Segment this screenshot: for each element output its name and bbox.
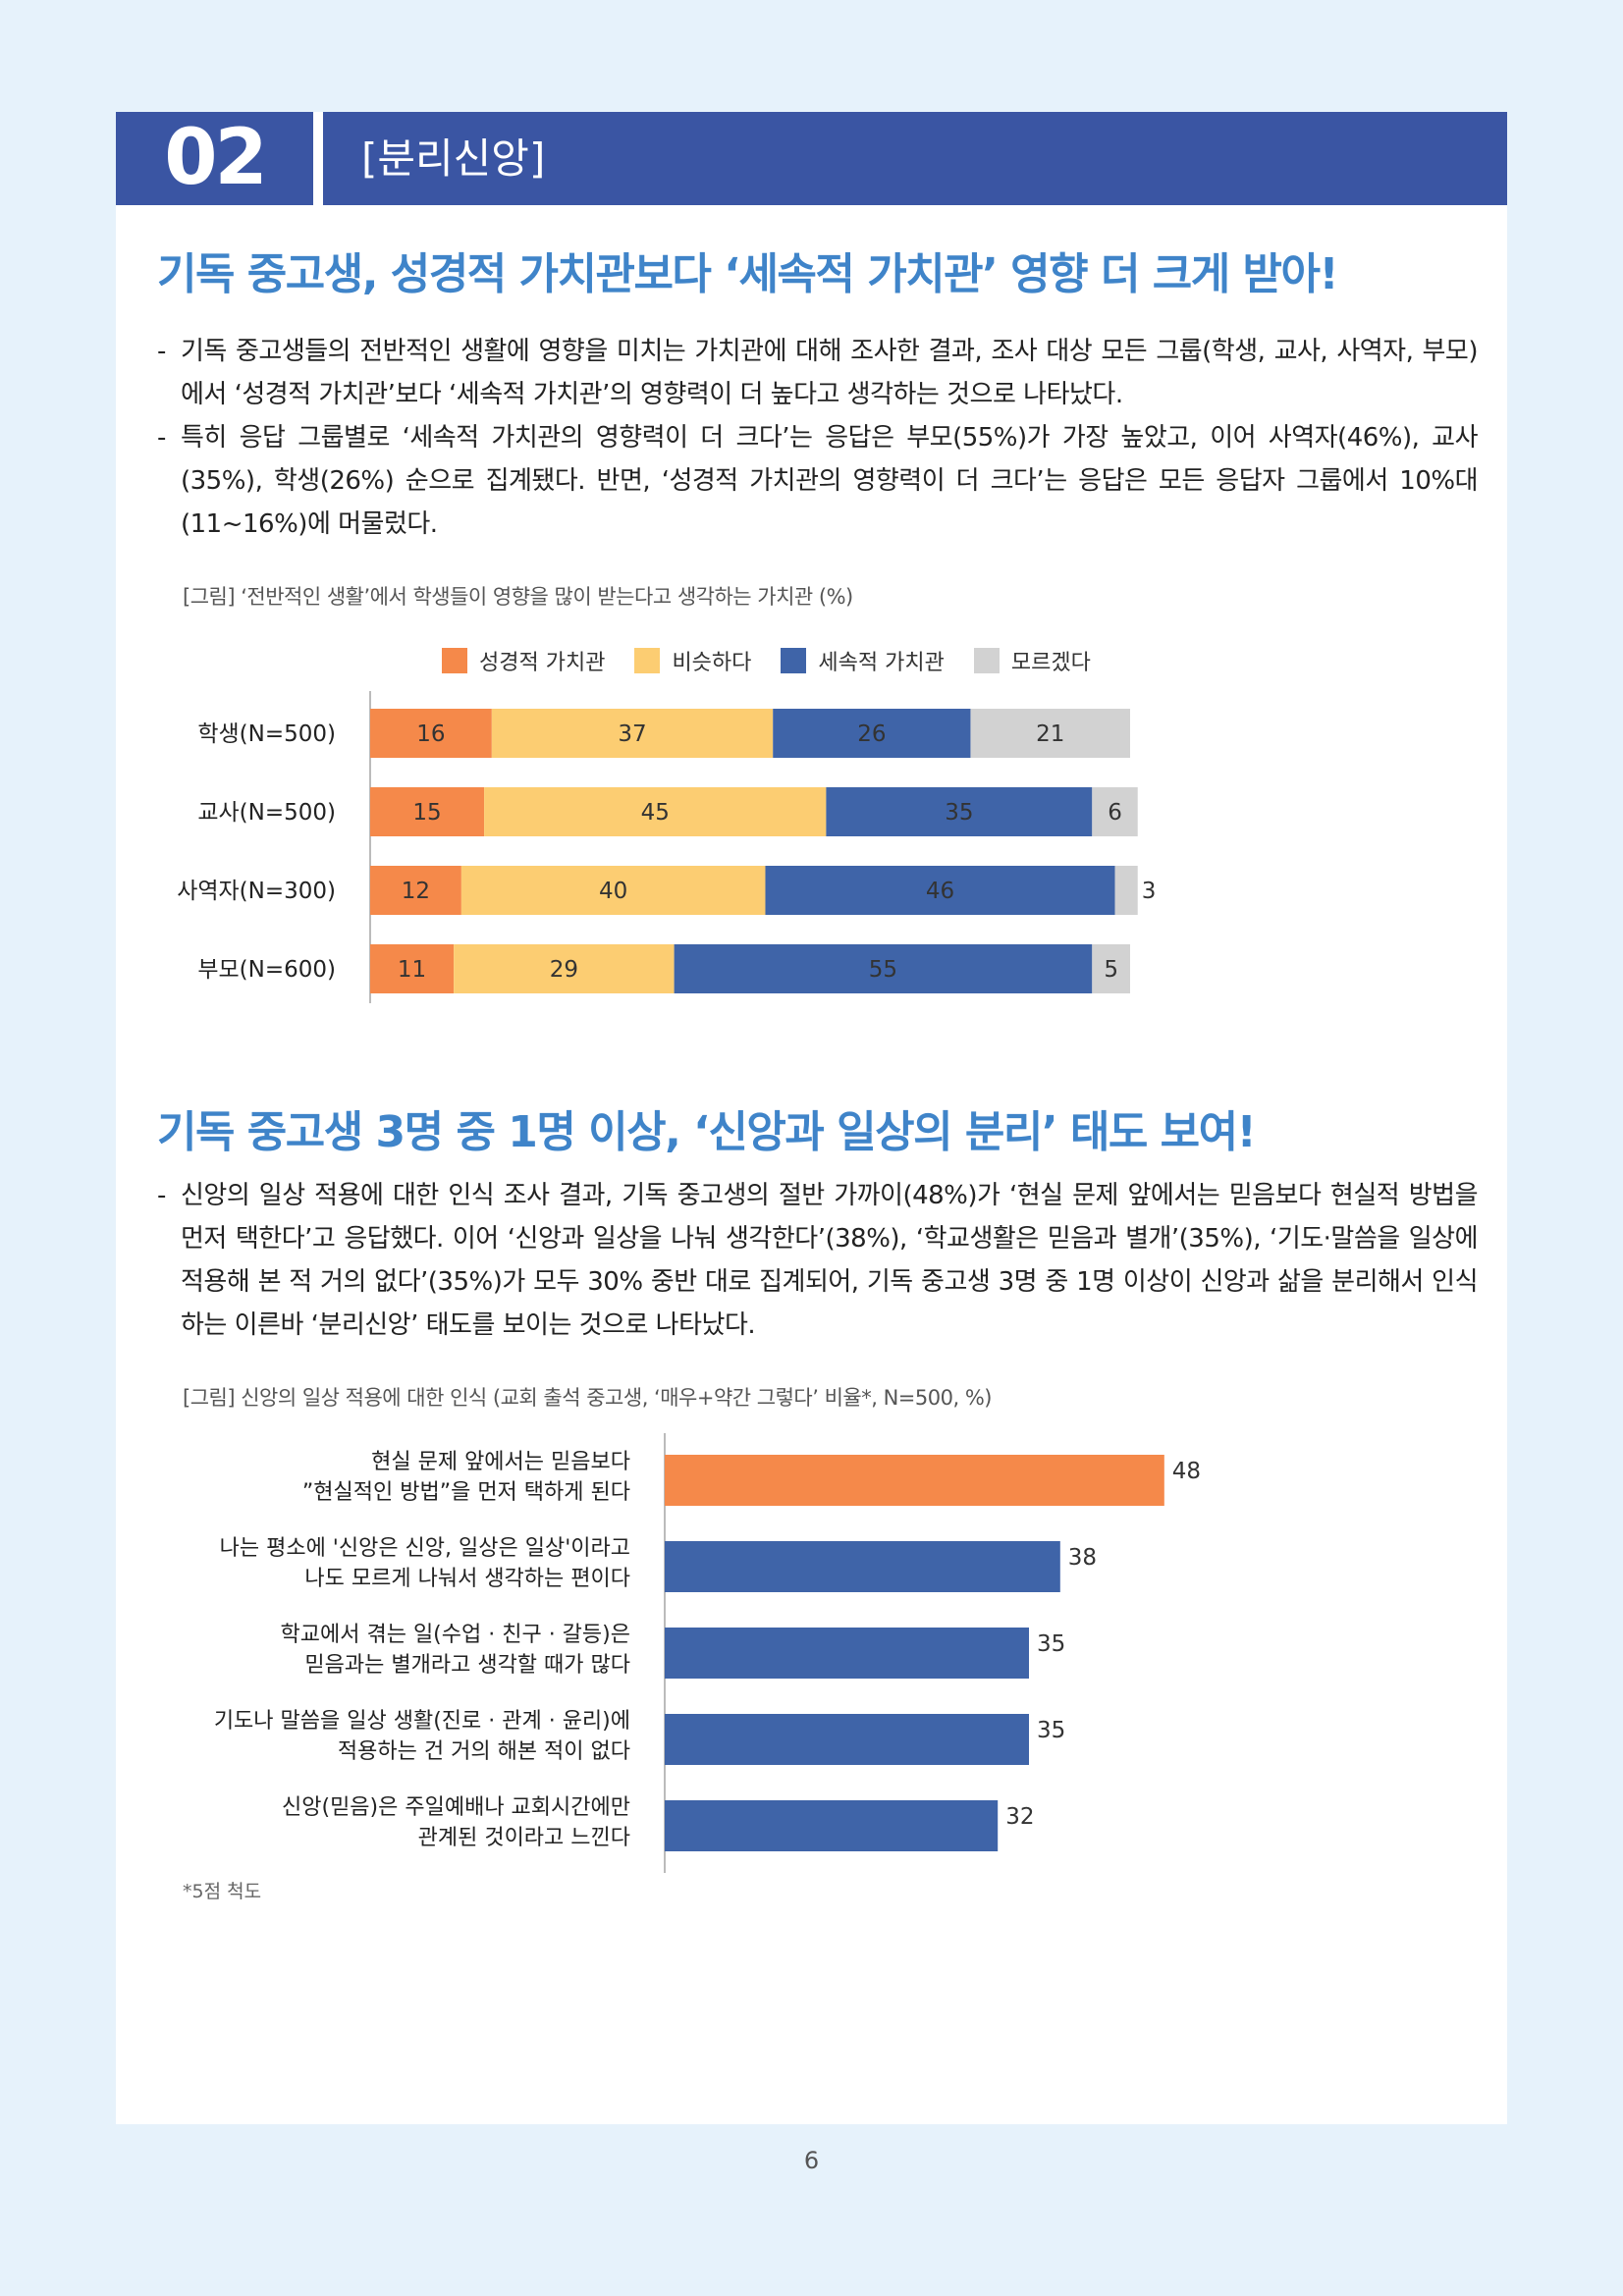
bar-segment: [970, 709, 1130, 758]
paragraph-1: - 기독 중고생들의 전반적인 생활에 영향을 미치는 가치관에 대해 조사한 결…: [157, 330, 1479, 546]
data-label: 29: [550, 957, 578, 983]
category-label: 학생(N=500): [197, 721, 336, 747]
bullet-item: - 신앙의 일상 적용에 대한 인식 조사 결과, 기독 중고생의 절반 가까이(…: [157, 1174, 1479, 1347]
data-label: 32: [1005, 1804, 1034, 1830]
category-label: 관계된 것이라고 느낀다: [418, 1826, 630, 1850]
bar: [665, 1455, 1164, 1506]
bar-segment: [370, 866, 461, 915]
bar-segment: [773, 709, 971, 758]
bar-segment: [484, 787, 827, 836]
headline-2: 기독 중고생 3명 중 1명 이상, ‘신앙과 일상의 분리’ 태도 보여!: [157, 1107, 1257, 1157]
category-label: ”현실적인 방법”을 먼저 택하게 된다: [302, 1480, 630, 1505]
section-title: [분리신앙]: [361, 134, 546, 183]
data-label: 38: [1068, 1545, 1097, 1571]
bullet-text: 특히 응답 그룹별로 ‘세속적 가치관의 영향력이 더 크다’는 응답은 부모(…: [181, 423, 1479, 539]
data-label: 35: [1037, 1631, 1065, 1657]
data-label: 15: [412, 800, 441, 826]
bar-segment: [1114, 866, 1138, 915]
bar-segment: [370, 787, 485, 836]
bar-segment: [491, 709, 774, 758]
bar-segment: [370, 709, 492, 758]
bullet-dash: -: [157, 1181, 166, 1210]
bar-segment: [765, 866, 1115, 915]
data-label: 26: [857, 721, 886, 747]
category-label: 믿음과는 별개라고 생각할 때가 많다: [304, 1653, 630, 1678]
category-label: 학교에서 겪는 일(수업 · 친구 · 갈등)은: [281, 1623, 630, 1647]
bar-segment: [826, 787, 1093, 836]
legend-item: 모르겠다: [973, 645, 1091, 676]
legend-label: 세속적 가치관: [818, 651, 945, 675]
legend-swatch: [973, 648, 1000, 673]
legend-swatch: [442, 648, 467, 673]
paragraph-2: - 신앙의 일상 적용에 대한 인식 조사 결과, 기독 중고생의 절반 가까이(…: [157, 1174, 1479, 1347]
data-label: 3: [1142, 879, 1157, 904]
headline-1: 기독 중고생, 성경적 가치관보다 ‘세속적 가치관’ 영향 더 크게 받아!: [157, 249, 1339, 299]
data-label: 11: [398, 957, 426, 983]
bar-segment: [674, 944, 1093, 993]
legend-swatch: [781, 648, 807, 673]
data-label: 55: [869, 957, 897, 983]
category-label: 현실 문제 앞에서는 믿음보다: [371, 1450, 630, 1474]
bullet-text: 기독 중고생들의 전반적인 생활에 영향을 미치는 가치관에 대해 조사한 결과…: [181, 337, 1479, 409]
bar: [665, 1628, 1029, 1679]
category-label: 사역자(N=300): [177, 879, 336, 904]
bar: [665, 1541, 1060, 1592]
legend-label: 비슷하다: [672, 651, 752, 675]
bar-segment: [370, 944, 455, 993]
data-label: 5: [1104, 957, 1118, 983]
horizontal-bar-chart: 48 현실 문제 앞에서는 믿음보다 ”현실적인 방법”을 먼저 택하게 된다 38 나…: [214, 1433, 1201, 1873]
page-number: 6: [803, 2147, 820, 2174]
bar-segment: [1092, 787, 1138, 836]
data-label: 35: [945, 800, 973, 826]
category-label: 기도나 말씀을 일상 생활(진로 · 관계 · 윤리)에: [214, 1709, 630, 1734]
bullet-dash: -: [157, 337, 166, 366]
data-label: 21: [1036, 721, 1064, 747]
data-label: 16: [416, 721, 445, 747]
chart-legend: 성경적 가치관 비슷하다 세속적 가치관 모르겠다: [442, 643, 1120, 678]
figure-caption-2: [그림] 신앙의 일상 적용에 대한 인식 (교회 출석 중고생, ‘매우+약간…: [183, 1386, 992, 1410]
category-label: 신앙(믿음)은 주일예배나 교회시간에만: [282, 1795, 630, 1820]
bar-segment: [454, 944, 675, 993]
data-label: 40: [599, 879, 627, 904]
bar-segment: [1092, 944, 1130, 993]
bar: [665, 1800, 999, 1851]
legend-swatch: [634, 648, 661, 673]
legend-item: 세속적 가치관: [781, 645, 945, 676]
legend-label: 성경적 가치관: [479, 651, 606, 675]
category-label: 적용하는 건 거의 해본 적이 없다: [338, 1739, 630, 1764]
category-label: 부모(N=600): [197, 957, 336, 983]
footnote: *5점 척도: [183, 1881, 262, 1902]
bullet-dash: -: [157, 423, 166, 453]
category-label: 나도 모르게 나눠서 생각하는 편이다: [304, 1567, 630, 1591]
legend-item: 비슷하다: [634, 645, 751, 676]
legend-item: 성경적 가치관: [442, 645, 605, 676]
figure-caption-1: [그림] ‘전반적인 생활’에서 학생들이 영향을 많이 받는다고 생각하는 가…: [183, 585, 853, 609]
data-label: 45: [641, 800, 670, 826]
data-label: 37: [618, 721, 646, 747]
section-number: 02: [164, 114, 268, 202]
bar: [665, 1714, 1029, 1765]
data-label: 12: [402, 879, 430, 904]
bullet-text: 신앙의 일상 적용에 대한 인식 조사 결과, 기독 중고생의 절반 가까이(4…: [181, 1181, 1479, 1340]
legend-label: 모르겠다: [1010, 651, 1091, 675]
bullet-item: - 기독 중고생들의 전반적인 생활에 영향을 미치는 가치관에 대해 조사한 결…: [157, 330, 1479, 416]
category-label: 교사(N=500): [197, 800, 336, 826]
data-label: 6: [1108, 800, 1122, 826]
data-label: 35: [1037, 1718, 1065, 1743]
data-label: 46: [926, 879, 954, 904]
section-header-band: [116, 112, 1507, 205]
header-divider: [313, 112, 323, 205]
bar-segment: [460, 866, 766, 915]
content-card: [116, 112, 1507, 2124]
bullet-item: - 특히 응답 그룹별로 ‘세속적 가치관의 영향력이 더 크다’는 응답은 부모…: [157, 416, 1479, 546]
data-label: 48: [1172, 1459, 1201, 1484]
category-label: 나는 평소에 '신앙은 신앙, 일상은 일상'이라고: [220, 1536, 630, 1561]
